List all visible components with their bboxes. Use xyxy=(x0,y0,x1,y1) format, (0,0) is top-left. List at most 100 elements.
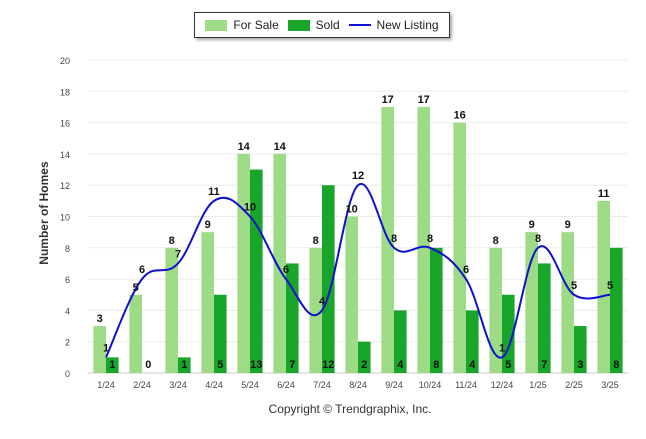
data-label-new-listing: 12 xyxy=(352,170,364,182)
data-label-sold: 8 xyxy=(433,359,439,371)
x-tick-label: 3/24 xyxy=(169,380,187,390)
data-label-sold: 8 xyxy=(613,359,619,371)
y-axis-label: Number of Homes xyxy=(37,161,51,265)
bar-sold xyxy=(610,247,623,373)
data-label-for-sale: 9 xyxy=(205,219,211,231)
data-label-new-listing: 11 xyxy=(208,186,220,198)
data-label-sold: 1 xyxy=(109,359,115,371)
y-tick-label: 16 xyxy=(60,119,70,129)
bar-sold xyxy=(394,310,407,373)
x-tick-label: 2/25 xyxy=(565,380,583,390)
bar-sold xyxy=(430,247,443,373)
bar-for-sale xyxy=(201,232,214,373)
y-tick-label: 14 xyxy=(60,150,70,160)
bar-sold xyxy=(322,185,335,373)
legend-label-for-sale: For Sale xyxy=(233,18,279,32)
bar-sold xyxy=(466,310,479,373)
bar-for-sale xyxy=(309,247,322,373)
bar-for-sale xyxy=(237,153,250,373)
data-label-for-sale: 17 xyxy=(418,94,430,106)
data-label-new-listing: 6 xyxy=(139,264,145,276)
x-tick-label: 2/24 xyxy=(133,380,151,390)
bar-for-sale xyxy=(165,247,178,373)
x-tick-label: 9/24 xyxy=(385,380,403,390)
bar-for-sale xyxy=(93,326,106,373)
x-tick-label: 1/24 xyxy=(97,380,115,390)
bar-sold xyxy=(574,326,587,373)
data-label-for-sale: 5 xyxy=(133,282,139,294)
legend-swatch-sold xyxy=(287,19,310,31)
data-label-new-listing: 1 xyxy=(499,342,505,354)
data-label-sold: 0 xyxy=(145,359,151,371)
bar-sold xyxy=(286,263,299,373)
data-label-new-listing: 5 xyxy=(571,280,577,292)
bar-sold xyxy=(178,357,191,373)
data-label-sold: 1 xyxy=(181,359,187,371)
data-label-for-sale: 11 xyxy=(598,188,610,200)
data-label-for-sale: 17 xyxy=(382,94,394,106)
data-label-sold: 3 xyxy=(577,359,583,371)
bar-for-sale xyxy=(453,122,466,373)
data-label-sold: 13 xyxy=(250,359,262,371)
x-tick-label: 11/24 xyxy=(455,380,477,390)
bar-for-sale xyxy=(525,232,538,373)
data-label-for-sale: 14 xyxy=(274,141,287,153)
data-label-new-listing: 8 xyxy=(427,233,433,245)
x-tick-label: 10/24 xyxy=(419,380,442,390)
x-tick-label: 7/24 xyxy=(313,380,331,390)
bar-for-sale xyxy=(129,294,142,373)
legend-swatch-new-listing xyxy=(348,24,371,26)
data-label-for-sale: 14 xyxy=(238,141,251,153)
y-tick-label: 20 xyxy=(60,56,70,66)
data-label-sold: 4 xyxy=(397,359,404,371)
legend-item-sold: Sold xyxy=(287,18,340,32)
data-label-new-listing: 4 xyxy=(319,295,326,307)
bar-for-sale xyxy=(597,200,610,373)
legend-item-new-listing: New Listing xyxy=(348,18,439,32)
legend-swatch-for-sale xyxy=(205,19,228,31)
data-label-new-listing: 6 xyxy=(463,264,469,276)
x-tick-label: 4/24 xyxy=(205,380,223,390)
data-label-new-listing: 7 xyxy=(175,248,181,260)
x-tick-label: 6/24 xyxy=(277,380,295,390)
x-tick-label: 1/25 xyxy=(529,380,547,390)
bar-for-sale xyxy=(489,247,502,373)
data-label-sold: 5 xyxy=(505,359,511,371)
data-label-new-listing: 8 xyxy=(391,233,397,245)
y-tick-label: 12 xyxy=(60,181,70,191)
data-label-for-sale: 10 xyxy=(346,204,358,216)
bar-sold xyxy=(250,169,263,373)
legend-label-new-listing: New Listing xyxy=(376,18,439,32)
data-label-for-sale: 8 xyxy=(313,235,319,247)
y-tick-label: 18 xyxy=(60,87,70,97)
data-label-sold: 4 xyxy=(469,359,476,371)
data-label-for-sale: 9 xyxy=(529,219,535,231)
bar-sold xyxy=(106,357,119,373)
data-label-new-listing: 10 xyxy=(244,202,256,214)
y-tick-label: 0 xyxy=(65,369,70,379)
legend-item-for-sale: For Sale xyxy=(205,18,279,32)
data-label-for-sale: 8 xyxy=(169,235,175,247)
bar-sold xyxy=(358,341,371,373)
y-tick-label: 8 xyxy=(65,244,70,254)
x-tick-label: 3/25 xyxy=(601,380,619,390)
x-tick-label: 5/24 xyxy=(241,380,259,390)
data-label-sold: 12 xyxy=(322,359,334,371)
y-tick-label: 4 xyxy=(65,306,70,316)
y-tick-label: 6 xyxy=(65,275,70,285)
bar-sold xyxy=(214,294,227,373)
data-label-new-listing: 8 xyxy=(535,233,541,245)
data-label-new-listing: 6 xyxy=(283,264,289,276)
data-label-sold: 7 xyxy=(541,359,547,371)
copyright-footer: Copyright © Trendgraphix, Inc. xyxy=(268,402,432,416)
data-label-for-sale: 8 xyxy=(493,235,499,247)
bar-for-sale xyxy=(273,153,286,373)
x-tick-label: 8/24 xyxy=(349,380,367,390)
data-label-for-sale: 9 xyxy=(565,219,571,231)
data-label-sold: 7 xyxy=(289,359,295,371)
x-tick-label: 12/24 xyxy=(491,380,514,390)
data-label-sold: 5 xyxy=(217,359,223,371)
legend: For Sale Sold New Listing xyxy=(194,12,450,38)
